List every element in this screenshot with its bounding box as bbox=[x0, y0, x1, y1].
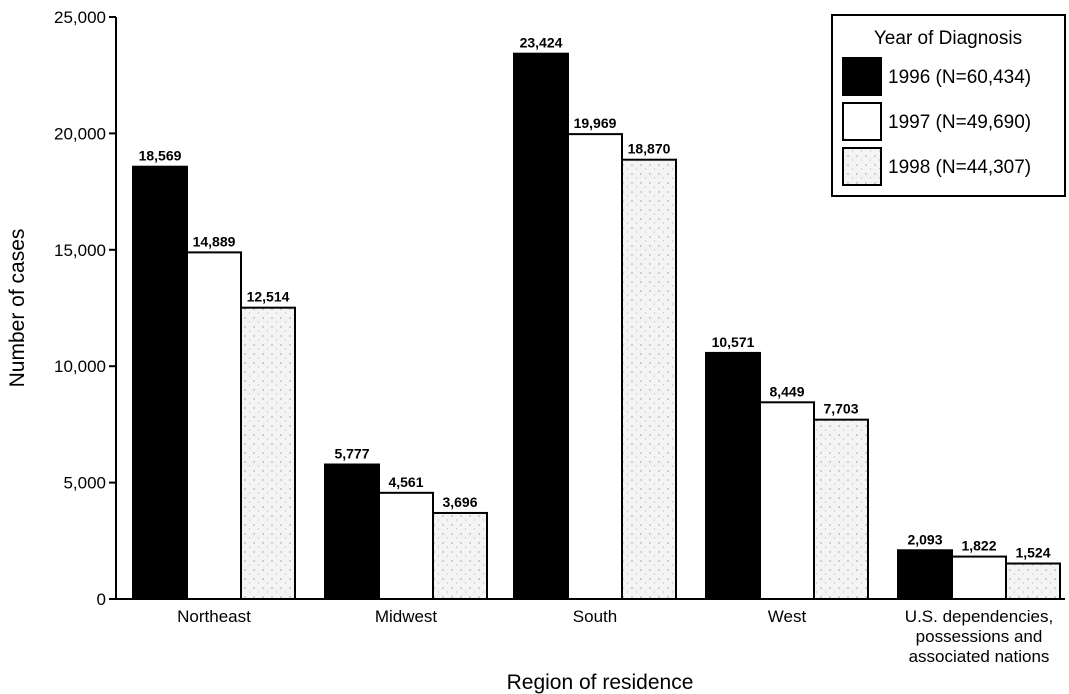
bar-0-0 bbox=[132, 165, 188, 600]
bar-1-1 bbox=[378, 491, 434, 600]
x-category-label: Northeast bbox=[177, 607, 251, 626]
bar-4-2 bbox=[1005, 562, 1061, 601]
x-category-label: South bbox=[573, 607, 617, 626]
x-category-label: U.S. dependencies, bbox=[905, 607, 1053, 626]
y-tick-label: 20,000 bbox=[54, 124, 106, 143]
legend-title: Year of Diagnosis bbox=[874, 28, 1022, 49]
legend-swatch-0 bbox=[842, 57, 882, 96]
bar-value-label: 4,561 bbox=[388, 474, 423, 490]
y-tick-label: 10,000 bbox=[54, 357, 106, 376]
y-axis: 0 5,000 10,000 15,000 20,000 25,000 Number of … bbox=[6, 8, 117, 609]
bar-3-2 bbox=[813, 418, 869, 600]
bar-3-0 bbox=[705, 351, 761, 601]
y-tick-label: 5,000 bbox=[63, 474, 106, 493]
bar-value-label: 14,889 bbox=[193, 233, 236, 249]
legend-swatch-2 bbox=[842, 147, 882, 186]
bar-1-2 bbox=[432, 511, 488, 600]
bar-value-label: 23,424 bbox=[520, 35, 563, 51]
bar-4-1 bbox=[951, 555, 1007, 601]
bar-value-label: 1,822 bbox=[961, 538, 996, 554]
bar-value-label: 18,569 bbox=[139, 148, 182, 164]
y-axis-title: Number of cases bbox=[6, 229, 29, 388]
bar-4-0 bbox=[897, 549, 953, 601]
bar-0-1 bbox=[186, 251, 242, 600]
legend-label-0: 1996 (N=60,434) bbox=[888, 67, 1031, 88]
legend-label-1: 1997 (N=49,690) bbox=[888, 112, 1031, 133]
bar-value-label: 10,571 bbox=[712, 334, 755, 350]
x-category-label: possessions and bbox=[916, 627, 1043, 646]
bar-value-label: 18,870 bbox=[628, 141, 671, 157]
bar-3-1 bbox=[759, 401, 815, 600]
bar-value-label: 8,449 bbox=[769, 383, 804, 399]
bar-2-0 bbox=[513, 52, 569, 601]
bar-value-label: 2,093 bbox=[907, 531, 942, 547]
x-category-label: associated nations bbox=[909, 647, 1050, 666]
x-category-label: West bbox=[768, 607, 807, 626]
x-axis-title: Region of residence bbox=[507, 671, 694, 694]
bar-value-label: 7,703 bbox=[823, 401, 858, 417]
legend-label-2: 1998 (N=44,307) bbox=[888, 157, 1031, 178]
y-tick-label: 15,000 bbox=[54, 241, 106, 260]
bar-value-label: 1,524 bbox=[1015, 545, 1050, 561]
x-axis: Region of residence Northeast Midwest South… bbox=[116, 598, 1065, 694]
bar-value-label: 12,514 bbox=[247, 289, 290, 305]
bar-value-label: 3,696 bbox=[442, 494, 477, 510]
bar-value-label: 19,969 bbox=[574, 115, 617, 131]
bar-value-label: 5,777 bbox=[334, 446, 369, 462]
bar-1-0 bbox=[324, 463, 380, 600]
y-tick-label: 0 bbox=[97, 590, 106, 609]
bars: 18,569 5,777 23,424 10,571 2,093 14,889 4,561 1… bbox=[132, 35, 1061, 601]
bar-2-1 bbox=[567, 133, 623, 600]
y-tick-label: 25,000 bbox=[54, 8, 106, 27]
legend: Year of Diagnosis 1996 (N=60,434) 1997 (N=… bbox=[831, 14, 1066, 197]
legend-swatch-1 bbox=[842, 102, 882, 141]
bar-2-2 bbox=[621, 158, 677, 601]
x-category-label: Midwest bbox=[375, 607, 438, 626]
bar-0-2 bbox=[240, 306, 296, 600]
